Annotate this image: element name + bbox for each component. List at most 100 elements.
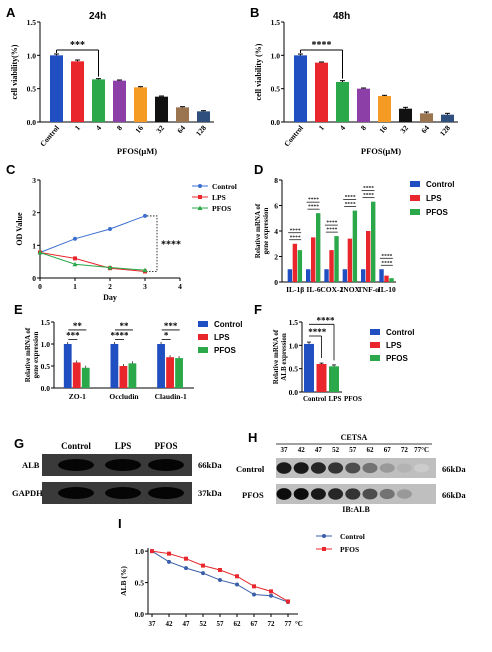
bar [347,238,353,282]
y-axis-label: Relative mRNA of [254,203,262,258]
x-tick-label: 72 [268,620,276,628]
significance-bracket [147,215,158,272]
significance-stars: **** [290,228,301,234]
panel-letter-e: E [14,302,23,317]
legend-label: PFOS [212,204,231,213]
row-label: GAPDH [12,488,43,498]
legend-marker [198,195,202,199]
significance-stars: **** [308,197,319,203]
data-point [107,265,113,270]
x-tick-label: 128 [194,123,208,138]
y-tick-label: 0.0 [135,610,145,619]
x-tick-label: IL-1β [286,285,304,294]
bar [128,363,137,388]
y-tick-label: 3 [32,176,36,185]
x-tick-label: IL-6 [306,285,320,294]
temp-label: 57 [349,446,357,454]
bar [356,88,371,122]
x-tick-label: Control [282,124,305,149]
bar [196,111,211,122]
lane-label: PFOS [154,441,177,451]
data-point [37,250,43,255]
y-tick-label: 1.5 [289,318,299,327]
y-tick-label: 0.5 [41,362,51,371]
legend-label: PFOS [426,208,448,217]
data-point [218,568,222,572]
x-tick-label: 32 [154,123,166,135]
blot-band [58,459,94,471]
x-tick-label: INOX [340,285,360,294]
bar [371,201,376,282]
data-point [235,582,239,587]
series-line [151,550,289,602]
legend-swatch [370,329,380,335]
temp-label: 42 [298,446,306,454]
x-tick-label: 64 [419,123,431,135]
data-point [73,236,77,241]
bar [110,344,119,388]
x-tick-label: 62 [234,620,242,628]
bar [293,55,308,123]
x-unit-label: °C [295,620,303,628]
bar [329,366,339,392]
blot-band [293,462,309,474]
x-tick-label: TNF-α [358,285,380,294]
blot-band [105,459,141,471]
bar [384,275,389,282]
x-tick-label: 42 [166,620,174,628]
y-axis-label: cell viability(%) [10,44,19,99]
legend-marker [197,205,203,210]
blot-band [379,488,395,500]
x-tick-label: 1 [73,123,82,132]
legend-label: LPS [214,333,230,342]
bar [157,344,165,388]
data-point [142,267,148,273]
x-tick-label: 67 [251,620,259,628]
y-tick-label: 1.5 [27,18,37,27]
bar [334,236,339,282]
blot-band [310,488,326,500]
bar [342,269,348,282]
x-tick-label: 4 [94,123,103,132]
data-point [235,574,239,579]
x-tick-label: 77 [285,620,293,628]
x-tick-label: 4 [178,282,182,291]
bar [389,278,394,282]
data-point [143,213,147,218]
y-tick-label: 2 [32,209,36,218]
y-tick-label: 0.5 [271,85,281,94]
bar [329,250,334,282]
blot-band [362,488,378,500]
cetsa-header: CETSA [341,433,368,442]
data-point [184,566,188,571]
chart-title: 48h [333,11,350,22]
y-axis-label: ALB expression [280,333,288,381]
data-point [201,571,205,576]
x-tick-label: ZO-1 [69,392,86,401]
bar [297,250,303,282]
data-point [201,563,205,568]
legend-label: Control [340,532,365,541]
significance-stars: **** [326,220,337,226]
significance-stars: **** [345,195,356,201]
data-point [286,599,290,604]
blot-band [396,463,412,473]
y-tick-label: 1.5 [271,18,281,27]
panel-letter-i: I [118,516,122,531]
data-point [150,549,154,554]
blot-band [276,488,292,500]
bar [112,80,127,122]
bar [398,108,413,122]
significance-stars: *** [70,40,85,51]
chart-title: 24h [89,11,106,22]
x-tick-label: 64 [175,123,187,135]
bar [419,113,434,122]
bar [133,87,148,122]
y-tick-label: 0.0 [271,118,281,127]
significance-stars: **** [161,240,181,251]
significance-stars: **** [290,235,301,241]
mw-label: 66kDa [442,464,466,474]
x-tick-label: 8 [115,123,124,132]
mw-label: 66kDa [442,490,466,500]
x-tick-label: 47 [183,620,191,628]
